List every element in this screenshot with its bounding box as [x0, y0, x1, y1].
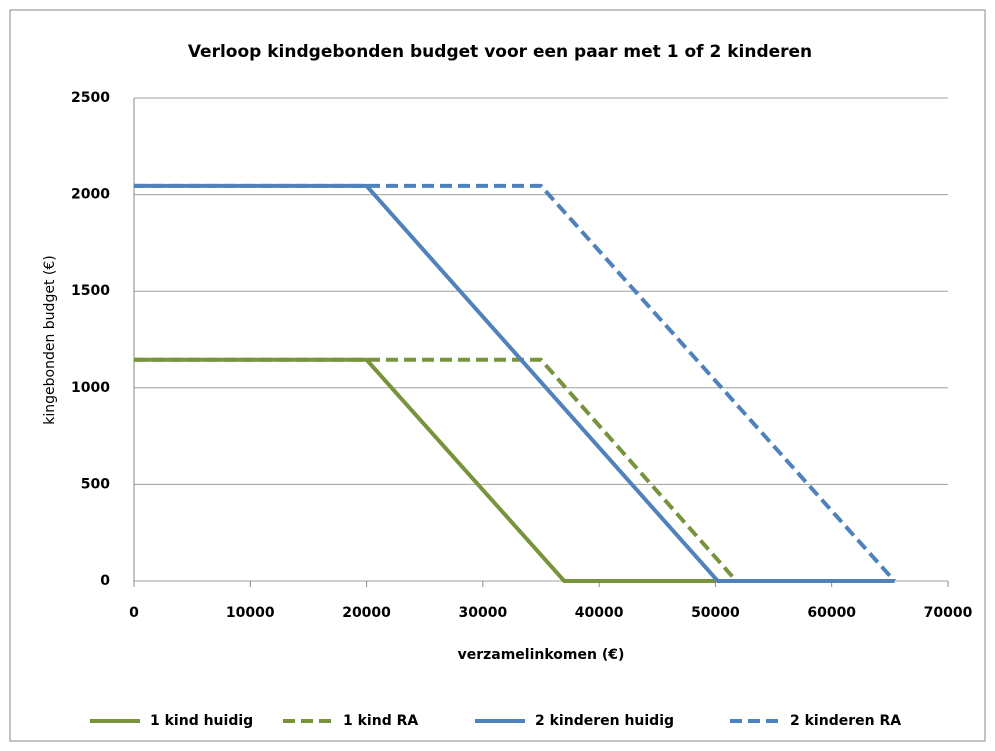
legend-label: 2 kinderen RA: [790, 713, 901, 729]
y-tick-label: 0: [100, 573, 110, 589]
x-tick-label: 30000: [458, 605, 507, 621]
x-tick-label: 40000: [575, 605, 624, 621]
x-tick-label: 20000: [342, 605, 391, 621]
legend-label: 2 kinderen huidig: [535, 713, 674, 729]
y-tick-label: 500: [81, 476, 110, 492]
legend-label: 1 kind huidig: [150, 713, 253, 729]
y-axis-label: kingebonden budget (€): [42, 255, 58, 424]
x-tick-label: 10000: [226, 605, 275, 621]
legend-label: 1 kind RA: [343, 713, 418, 729]
series-line: [134, 183, 896, 583]
x-tick-label: 70000: [924, 605, 973, 621]
y-tick-label: 2000: [71, 187, 110, 203]
series-line: [134, 357, 738, 583]
x-axis-label: verzamelinkomen (€): [458, 647, 625, 663]
x-tick-label: 0: [129, 605, 139, 621]
chart-title: Verloop kindgebonden budget voor een paa…: [188, 42, 812, 62]
y-tick-label: 2500: [71, 90, 110, 106]
y-tick-label: 1000: [71, 380, 110, 396]
x-tick-label: 60000: [807, 605, 856, 621]
chart-border: [9, 9, 986, 742]
y-tick-label: 1500: [71, 283, 110, 299]
x-tick-label: 50000: [691, 605, 740, 621]
